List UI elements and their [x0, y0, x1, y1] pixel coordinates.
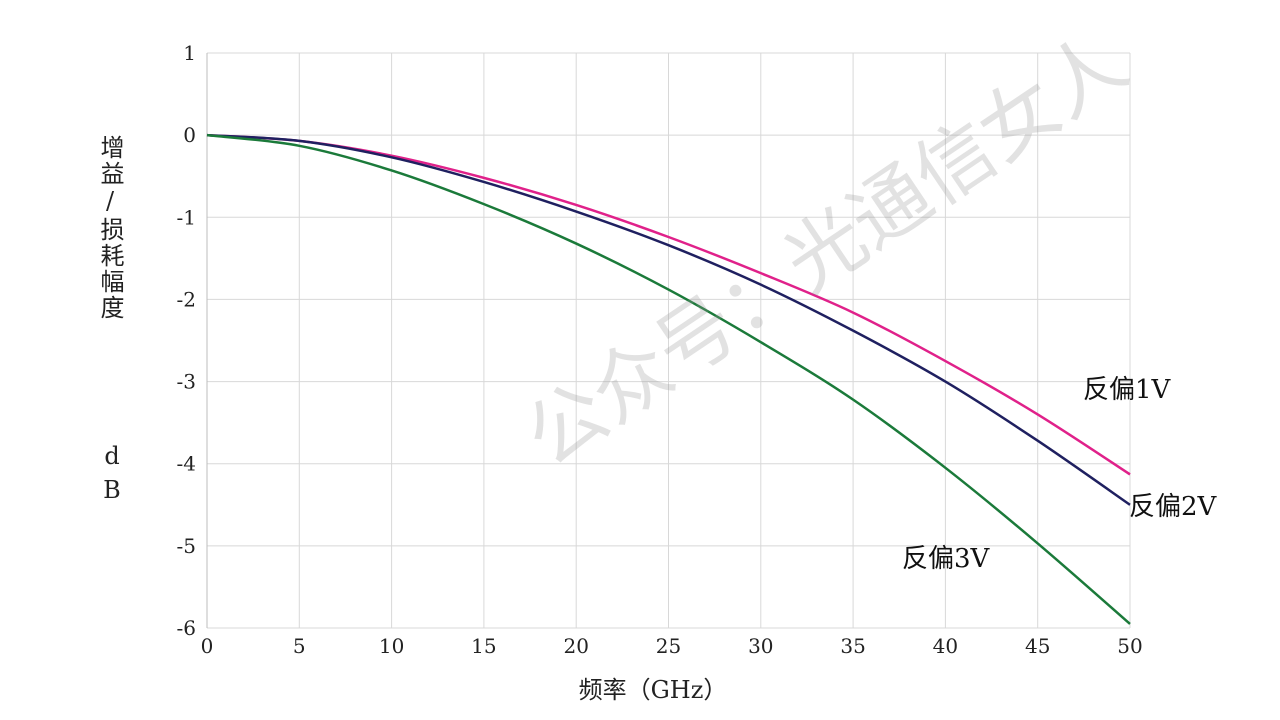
x-tick-label: 50: [1117, 634, 1142, 658]
x-tick-label: 40: [933, 634, 958, 658]
y-tick-label: -2: [177, 287, 196, 311]
series-label-2: 反偏2V: [1129, 492, 1218, 522]
series-labels: 反偏1V 反偏2V 反偏3V: [902, 375, 1218, 574]
series-label-3: 反偏3V: [902, 544, 991, 574]
y-tick-label: -1: [177, 205, 196, 229]
x-tick-label: 5: [293, 634, 306, 658]
y-axis-unit: dB: [98, 442, 126, 510]
x-tick-label: 15: [471, 634, 496, 658]
x-tick-label: 0: [201, 634, 214, 658]
x-tick-label: 25: [656, 634, 681, 658]
series-label-1: 反偏1V: [1083, 375, 1172, 405]
grid: [206, 52, 1131, 629]
y-tick-label: 0: [183, 123, 196, 147]
y-tick-label: 1: [183, 41, 196, 65]
x-tick-label: 10: [379, 634, 404, 658]
x-tick-label: 20: [563, 634, 588, 658]
x-tick-label: 45: [1025, 634, 1050, 658]
y-axis-label: 增益/损耗幅度: [96, 135, 124, 321]
y-tick-label: -4: [177, 452, 196, 476]
series-line-2: [206, 133, 1131, 506]
x-tick-label: 30: [748, 634, 773, 658]
y-tick-label: -3: [177, 370, 196, 394]
series-lines: [206, 133, 1131, 625]
x-axis: 0 5 10 15 20 25 30 35 40 45 50: [201, 634, 1143, 658]
x-tick-label: 35: [840, 634, 865, 658]
series-line-3: [206, 133, 1131, 625]
x-axis-label: 频率（GHz）: [579, 676, 728, 704]
y-axis: 1 0 -1 -2 -3 -4 -5 -6: [177, 41, 196, 640]
y-tick-label: -5: [177, 534, 196, 558]
y-tick-label: -6: [177, 616, 196, 640]
